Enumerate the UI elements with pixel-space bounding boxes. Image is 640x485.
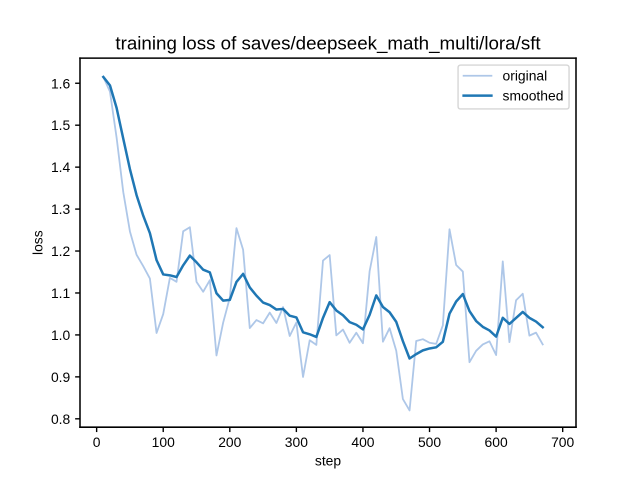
svg-text:1.3: 1.3	[51, 201, 71, 217]
svg-text:300: 300	[285, 434, 308, 450]
svg-text:200: 200	[218, 434, 241, 450]
svg-text:1.6: 1.6	[51, 75, 71, 91]
svg-text:500: 500	[418, 434, 441, 450]
svg-text:600: 600	[485, 434, 508, 450]
svg-text:1.2: 1.2	[51, 243, 71, 259]
svg-text:loss: loss	[30, 230, 46, 255]
svg-text:0.9: 0.9	[51, 369, 71, 385]
svg-text:1.0: 1.0	[51, 327, 71, 343]
svg-text:0.8: 0.8	[51, 411, 71, 427]
svg-text:700: 700	[551, 434, 574, 450]
svg-text:1.4: 1.4	[51, 159, 71, 175]
svg-text:1.1: 1.1	[51, 285, 71, 301]
svg-text:1.5: 1.5	[51, 117, 71, 133]
svg-text:smoothed: smoothed	[503, 88, 564, 104]
svg-text:training loss of saves/deepsee: training loss of saves/deepseek_math_mul…	[115, 33, 541, 55]
svg-text:0: 0	[93, 434, 101, 450]
svg-text:step: step	[315, 452, 342, 468]
svg-text:100: 100	[152, 434, 175, 450]
svg-text:400: 400	[351, 434, 374, 450]
svg-text:original: original	[503, 68, 548, 84]
